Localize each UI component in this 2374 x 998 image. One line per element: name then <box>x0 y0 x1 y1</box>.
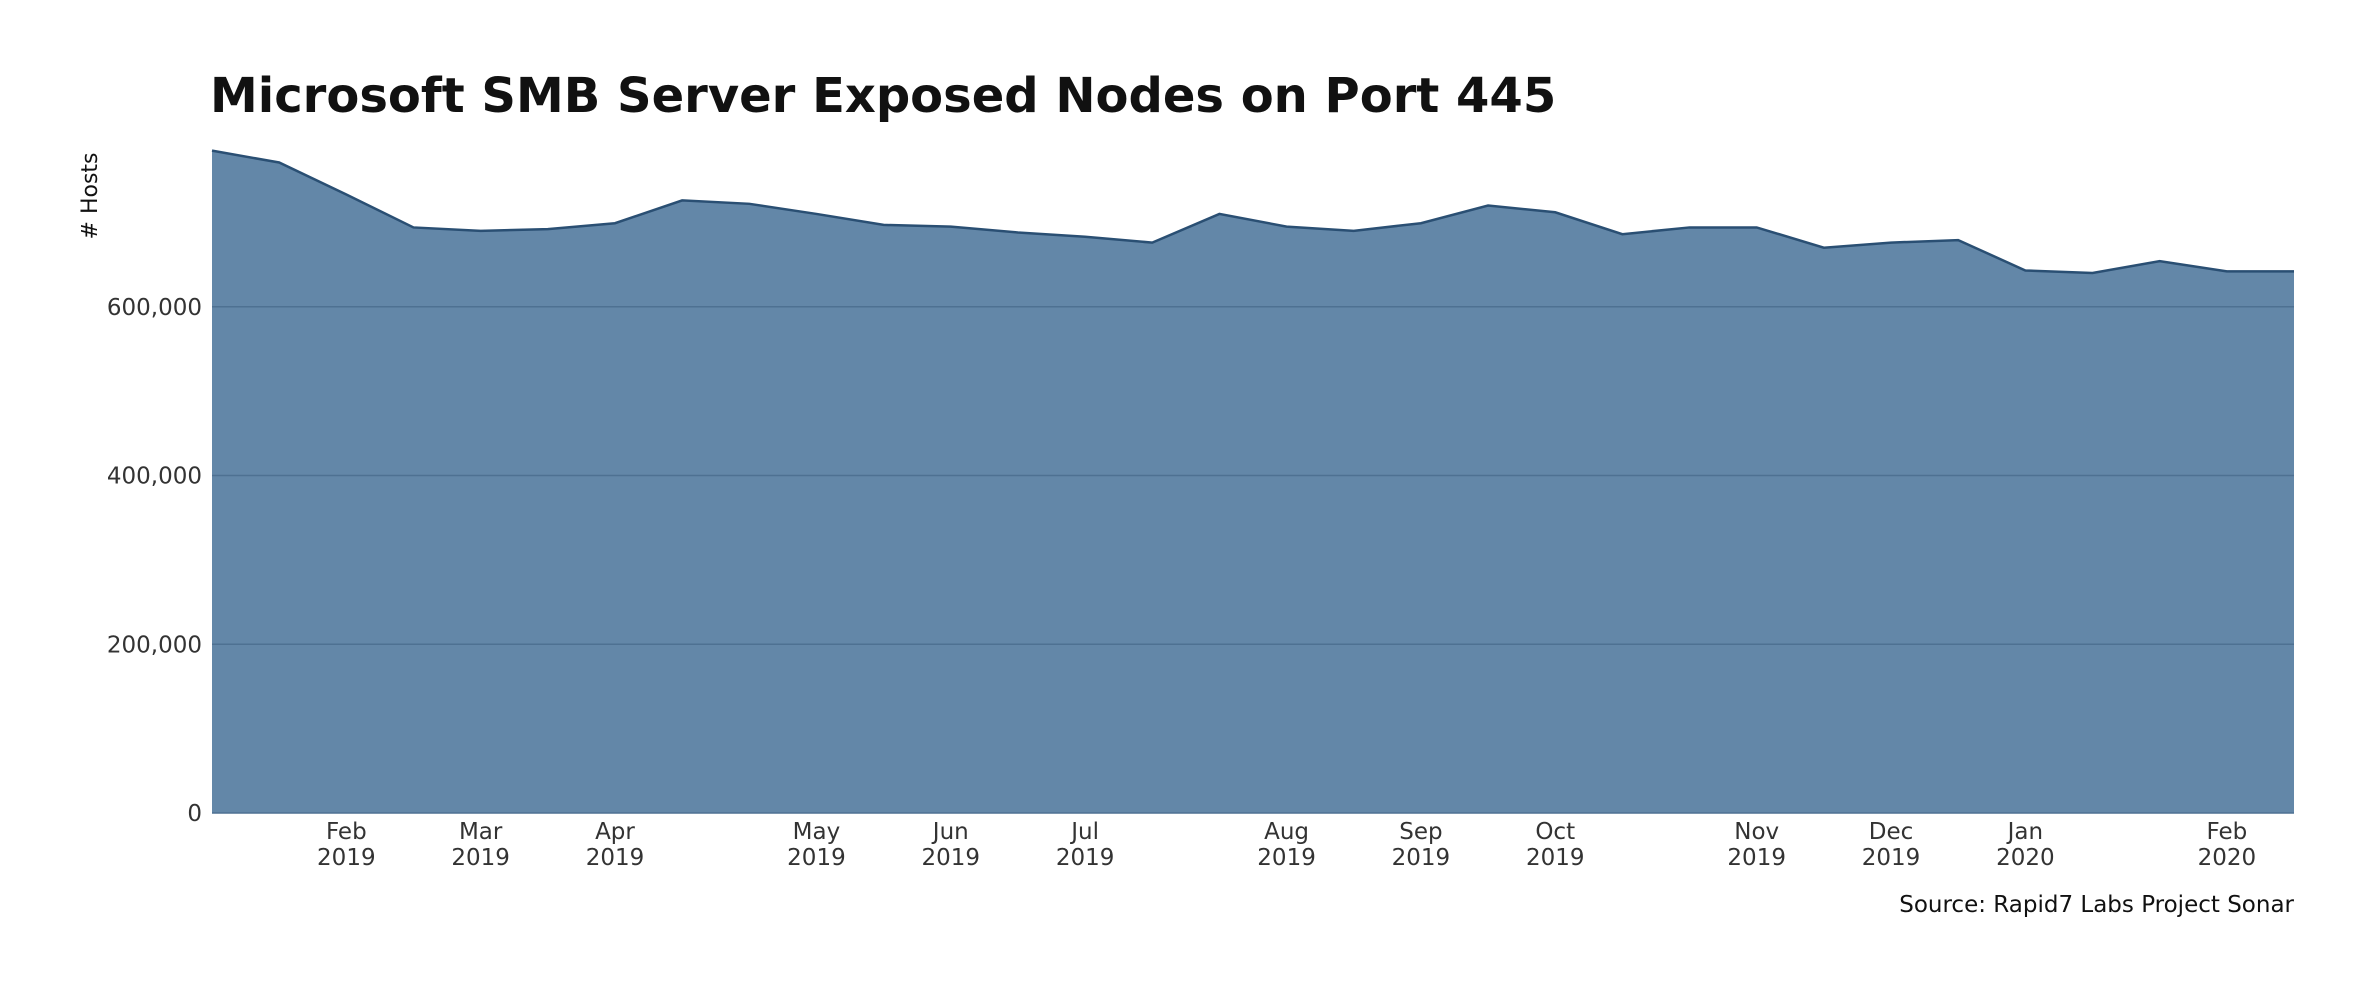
x-tick-label: Jul 2019 <box>1056 819 1115 871</box>
source-note: Source: Rapid7 Labs Project Sonar <box>1899 892 2294 918</box>
x-tick-label-line: Sep <box>1399 819 1442 845</box>
x-tick-label: Jun 2019 <box>922 819 981 871</box>
x-tick-label-line: Jul <box>1069 819 1099 845</box>
x-tick-label-line: Apr <box>595 819 635 845</box>
x-tick-label-line: 2019 <box>1862 845 1921 871</box>
x-tick-label-line: Aug <box>1264 819 1309 845</box>
chart-title: Microsoft SMB Server Exposed Nodes on Po… <box>210 68 1556 124</box>
y-axis-label: # Hosts <box>78 153 103 240</box>
x-tick-label-line: 2019 <box>922 845 981 871</box>
x-tick-label-line: Jun <box>931 819 969 845</box>
x-tick-label-line: 2019 <box>317 845 376 871</box>
x-tick-label-line: May <box>793 819 841 845</box>
x-tick-label-line: Feb <box>326 819 367 845</box>
x-tick-label: Aug 2019 <box>1257 819 1316 871</box>
x-tick-label: Feb 2019 <box>317 819 376 871</box>
x-tick-label: Mar 2019 <box>451 819 510 871</box>
x-tick-label: Oct 2019 <box>1526 819 1585 871</box>
x-tick-label: Jan 2020 <box>1996 819 2055 871</box>
y-tick-label: 0 <box>187 801 202 827</box>
x-tick-label-line: 2020 <box>2198 845 2257 871</box>
x-tick-label-line: Oct <box>1535 819 1575 845</box>
y-tick-label: 600,000 <box>107 295 202 321</box>
x-tick-label: Sep 2019 <box>1392 819 1451 871</box>
x-tick-label: May 2019 <box>787 819 846 871</box>
x-tick-label-line: 2019 <box>1526 845 1585 871</box>
x-tick-label-line: 2019 <box>1257 845 1316 871</box>
y-tick-label: 400,000 <box>107 464 202 490</box>
x-tick-label-line: 2019 <box>1727 845 1786 871</box>
x-tick-label-line: 2020 <box>1996 845 2055 871</box>
x-tick-label-line: 2019 <box>1392 845 1451 871</box>
area <box>212 150 2294 813</box>
x-tick-label-line: Jan <box>2006 819 2043 845</box>
x-tick-label: Apr 2019 <box>586 819 645 871</box>
x-tick-label-line: Feb <box>2206 819 2247 845</box>
x-tick-label-line: 2019 <box>1056 845 1115 871</box>
x-tick-label-line: 2019 <box>787 845 846 871</box>
x-tick-label-line: Mar <box>459 819 503 845</box>
x-tick-label: Feb 2020 <box>2198 819 2257 871</box>
x-tick-label-line: 2019 <box>586 845 645 871</box>
area-line <box>211 149 2294 275</box>
x-tick-label: Nov 2019 <box>1727 819 1786 871</box>
y-tick-label: 200,000 <box>107 632 202 658</box>
x-tick-label: Dec 2019 <box>1862 819 1921 871</box>
x-tick-label-line: Nov <box>1734 819 1779 845</box>
x-tick-label-line: 2019 <box>451 845 510 871</box>
x-tick-label-line: Dec <box>1869 819 1914 845</box>
